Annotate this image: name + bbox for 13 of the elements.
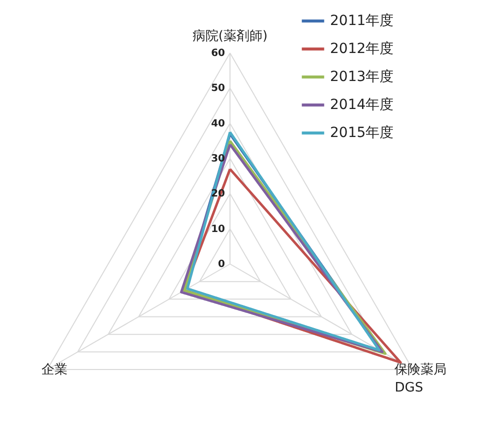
y-tick-label: 10 — [211, 224, 226, 235]
legend-label: 2014年度 — [330, 97, 394, 113]
legend-label: 2012年度 — [330, 41, 394, 57]
spoke-label: 企業 — [41, 362, 68, 378]
y-tick-label: 0 — [218, 259, 226, 270]
spoke-label: 病院(薬剤師) — [192, 29, 268, 44]
y-tick-label: 50 — [211, 83, 226, 94]
legend-label: 2011年度 — [330, 13, 394, 29]
spoke-label: 保険薬局 DGS — [394, 362, 447, 396]
y-tick-label: 40 — [211, 118, 226, 130]
legend-label: 2013年度 — [330, 69, 394, 85]
y-tick-label: 60 — [211, 48, 226, 59]
legend-label: 2015年度 — [330, 125, 394, 141]
